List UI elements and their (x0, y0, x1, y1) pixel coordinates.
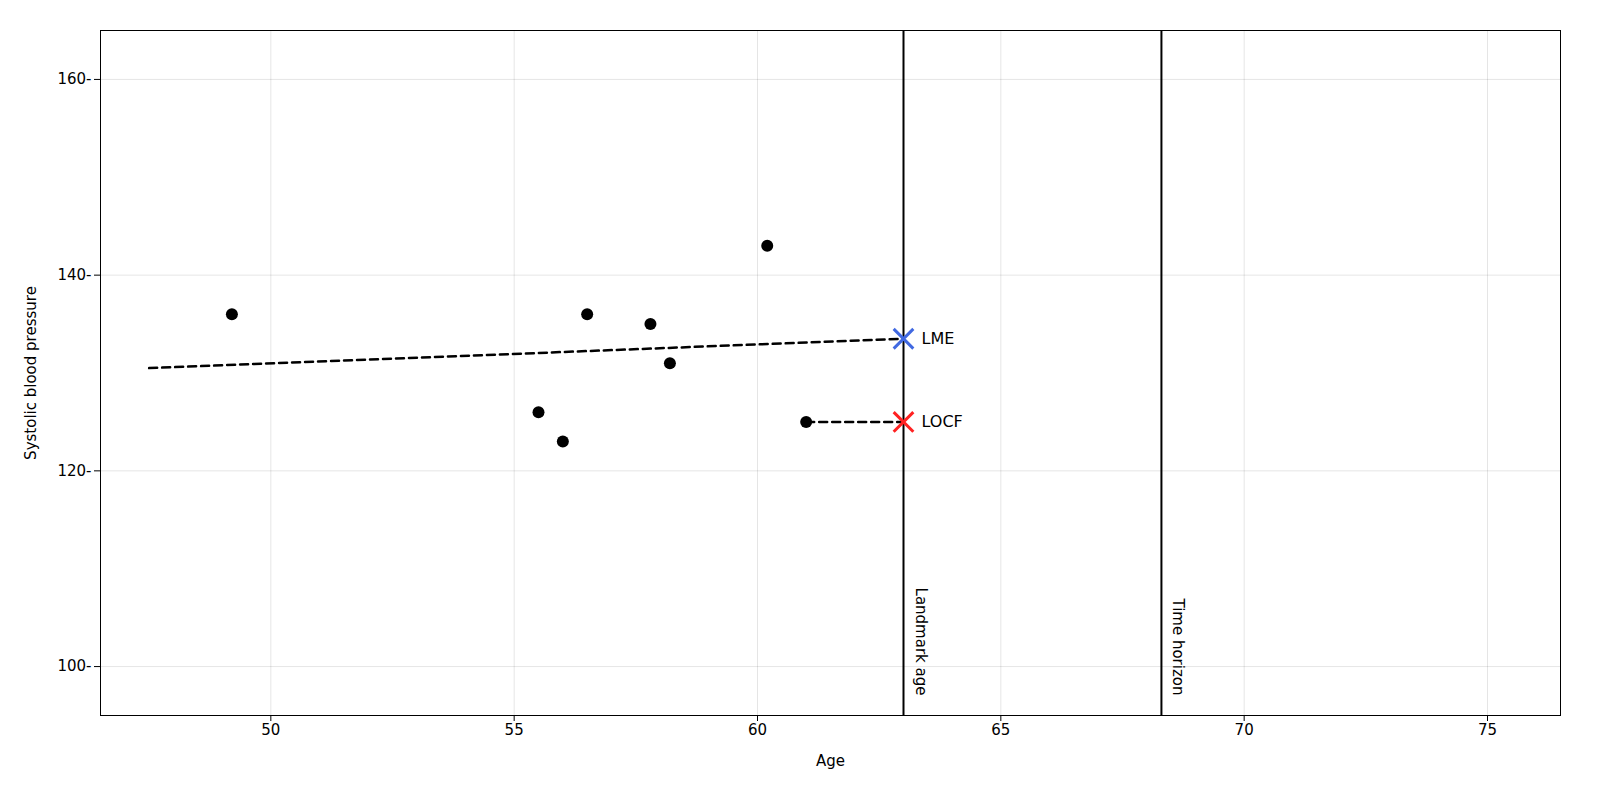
svg-text:LME: LME (922, 329, 955, 348)
svg-text:Time horizon: Time horizon (1169, 597, 1187, 695)
svg-text:60: 60 (748, 721, 767, 739)
svg-text:70: 70 (1235, 721, 1254, 739)
svg-text:Landmark age: Landmark age (912, 588, 930, 696)
svg-text:140-: 140- (57, 266, 91, 284)
svg-text:LOCF: LOCF (922, 412, 963, 431)
svg-text:65: 65 (991, 721, 1010, 739)
svg-text:55: 55 (505, 721, 524, 739)
svg-text:100-: 100- (57, 657, 91, 675)
svg-text:120-: 120- (57, 462, 91, 480)
svg-text:160-: 160- (57, 70, 91, 88)
svg-text:Age: Age (816, 752, 845, 770)
svg-text:75: 75 (1478, 721, 1497, 739)
svg-text:50: 50 (261, 721, 280, 739)
svg-text:Systolic blood pressure: Systolic blood pressure (22, 286, 40, 460)
